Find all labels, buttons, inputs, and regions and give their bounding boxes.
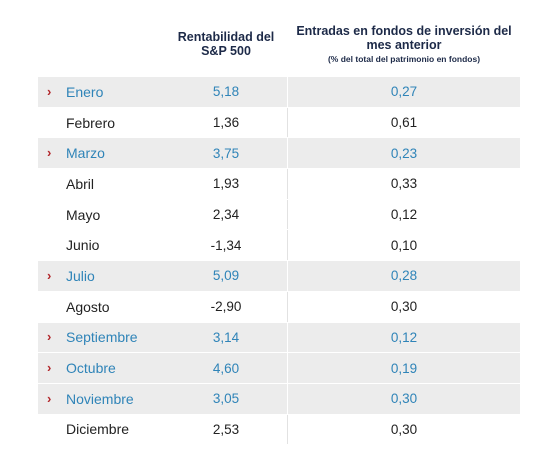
- month-label: Mayo: [66, 206, 101, 223]
- sp500-return-value: 2,53: [165, 414, 288, 445]
- fund-inflow-value: 0,30: [390, 421, 418, 437]
- table-row: Agosto -2,90 0,30: [38, 291, 520, 322]
- month-label: Noviembre: [66, 390, 134, 407]
- month-label: Febrero: [66, 114, 116, 131]
- month-cell: › Septiembre: [38, 323, 165, 353]
- month-cell: Mayo: [38, 200, 165, 230]
- sp500-return-value: 5,18: [165, 77, 288, 107]
- fund-inflow-value: 0,61: [390, 115, 418, 131]
- fund-inflow-value: 0,23: [390, 145, 418, 161]
- sp500-return-value: 2,34: [165, 199, 288, 230]
- fund-inflow-value: 0,10: [390, 237, 418, 253]
- table-row: Junio -1,34 0,10: [38, 230, 520, 261]
- month-cell: › Marzo: [38, 138, 165, 168]
- fund-inflow-value: 0,30: [390, 391, 418, 407]
- fund-inflow-value: 0,30: [390, 299, 418, 315]
- sp500-return-value: 3,05: [165, 383, 288, 414]
- header-empty-cell: [38, 11, 165, 77]
- row-separator: [38, 168, 520, 170]
- row-separator: [38, 106, 520, 108]
- chevron-right-icon: ›: [47, 84, 52, 100]
- fund-inflow-value: 0,27: [390, 84, 418, 100]
- chevron-right-icon: ›: [47, 360, 52, 376]
- month-label: Diciembre: [66, 421, 130, 438]
- sp500-return-value: 1,36: [165, 107, 288, 138]
- month-label: Octubre: [66, 360, 116, 377]
- row-separator: [38, 198, 520, 200]
- month-cell: Febrero: [38, 108, 165, 138]
- row-separator: [38, 137, 520, 139]
- header-fund-inflows: Entradas en fondos de inversión del mes …: [288, 11, 520, 77]
- returns-table: Rentabilidad del S&P 500 Entradas en fon…: [38, 11, 520, 445]
- row-separator: [38, 413, 520, 415]
- table-row: › Septiembre 3,14 0,12: [38, 322, 520, 353]
- month-cell: Junio: [38, 230, 165, 260]
- header-fund-inflows-title: Entradas en fondos de inversión del mes …: [296, 23, 512, 52]
- table-row: Diciembre 2,53 0,30: [38, 414, 520, 445]
- table-row: › Julio 5,09 0,28: [38, 261, 520, 291]
- fund-inflow-value: 0,12: [390, 207, 418, 223]
- table-row: › Noviembre 3,05 0,30: [38, 383, 520, 414]
- fund-inflow-value: 0,28: [390, 268, 418, 284]
- sp500-return-value: 5,09: [165, 261, 288, 291]
- chevron-right-icon: ›: [47, 145, 52, 161]
- month-label: Enero: [66, 83, 104, 100]
- chevron-right-icon: ›: [47, 390, 52, 406]
- month-cell: › Enero: [38, 77, 165, 107]
- sp500-return-value: 3,75: [165, 138, 288, 169]
- row-separator: [38, 352, 520, 354]
- table-row: › Octubre 4,60 0,19: [38, 353, 520, 383]
- table-row: Febrero 1,36 0,61: [38, 107, 520, 138]
- month-label: Agosto: [66, 298, 110, 315]
- fund-inflow-value: 0,19: [390, 360, 418, 376]
- row-separator: [38, 260, 520, 262]
- row-separator: [38, 321, 520, 323]
- sp500-return-value: -1,34: [165, 230, 288, 261]
- row-separator: [38, 290, 520, 292]
- month-label: Julio: [66, 267, 95, 284]
- row-separator: [38, 229, 520, 231]
- sp500-return-value: 3,14: [165, 322, 288, 353]
- month-cell: › Julio: [38, 261, 165, 291]
- header-fund-inflows-subtitle: (% del total del patrimonio en fondos): [327, 53, 481, 64]
- month-cell: Diciembre: [38, 415, 165, 445]
- table-header: Rentabilidad del S&P 500 Entradas en fon…: [38, 11, 520, 77]
- table-row: › Marzo 3,75 0,23: [38, 138, 520, 169]
- chevron-right-icon: ›: [47, 268, 52, 284]
- header-sp500-return: Rentabilidad del S&P 500: [165, 11, 288, 77]
- table-body: › Enero 5,18 0,27 Febrero 1,36 0,61 › Marzo 3,75 0…: [38, 77, 520, 445]
- sp500-return-value: -2,90: [165, 291, 288, 322]
- month-label: Marzo: [66, 145, 105, 162]
- month-label: Abril: [66, 175, 95, 192]
- table-row: Abril 1,93 0,33: [38, 169, 520, 199]
- fund-inflow-value: 0,33: [390, 176, 418, 192]
- sp500-return-value: 4,60: [165, 353, 288, 383]
- fund-inflow-value: 0,12: [390, 329, 418, 345]
- chevron-right-icon: ›: [47, 329, 52, 345]
- month-cell: › Noviembre: [38, 384, 165, 414]
- row-separator: [38, 382, 520, 384]
- sp500-return-value: 1,93: [165, 169, 288, 199]
- month-cell: Abril: [38, 169, 165, 199]
- month-cell: Agosto: [38, 292, 165, 322]
- table-row: › Enero 5,18 0,27: [38, 77, 520, 107]
- table-row: Mayo 2,34 0,12: [38, 199, 520, 230]
- month-label: Junio: [66, 237, 100, 254]
- month-label: Septiembre: [66, 329, 138, 346]
- month-cell: › Octubre: [38, 353, 165, 383]
